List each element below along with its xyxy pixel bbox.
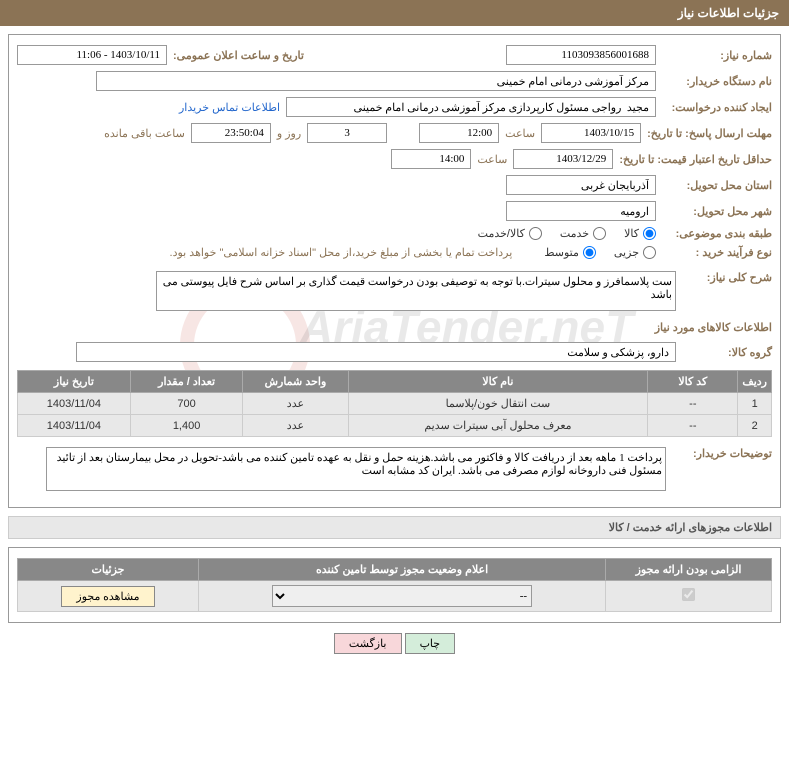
category-label: طبقه بندی موضوعی:: [662, 227, 772, 240]
time-label-2: ساعت: [477, 153, 507, 166]
buyer-notes-textarea[interactable]: [46, 447, 666, 491]
items-th: تاریخ نیاز: [18, 371, 131, 393]
group-input[interactable]: [76, 342, 676, 362]
city-input[interactable]: [506, 201, 656, 221]
remain-suffix-label: ساعت باقی مانده: [104, 127, 185, 140]
items-th: واحد شمارش: [243, 371, 348, 393]
table-cell: --: [648, 393, 738, 415]
need-number-label: شماره نیاز:: [662, 49, 772, 62]
license-th: جزئیات: [18, 559, 199, 581]
city-label: شهر محل تحویل:: [662, 205, 772, 218]
validity-label: حداقل تاریخ اعتبار قیمت: تا تاریخ:: [619, 153, 772, 166]
page-header: جزئیات اطلاعات نیاز: [0, 0, 789, 26]
pt-opt2-label: متوسط: [544, 246, 579, 259]
table-cell: --: [648, 415, 738, 437]
table-cell: معرف محلول آبی سیترات سدیم: [348, 415, 648, 437]
deadline-time-input[interactable]: [419, 123, 499, 143]
creator-label: ایجاد کننده درخواست:: [662, 101, 772, 114]
license-required-checkbox: [682, 588, 695, 601]
days-and-label: روز و: [277, 127, 301, 140]
view-license-button[interactable]: مشاهده مجوز: [61, 586, 154, 607]
deadline-date-input[interactable]: [541, 123, 641, 143]
purchase-type-label: نوع فرآیند خرید :: [662, 246, 772, 259]
license-section-title: اطلاعات مجوزهای ارائه خدمت / کالا: [8, 516, 781, 539]
announce-label: تاریخ و ساعت اعلان عمومی:: [173, 49, 304, 62]
license-status-select[interactable]: --: [272, 585, 532, 607]
license-status-cell: --: [198, 581, 605, 612]
items-table: ردیفکد کالانام کالاواحد شمارشتعداد / مقد…: [17, 370, 772, 437]
purchase-note: پرداخت تمام یا بخشی از مبلغ خرید،از محل …: [170, 246, 513, 259]
items-th: نام کالا: [348, 371, 648, 393]
items-th: تعداد / مقدار: [130, 371, 243, 393]
validity-date-input[interactable]: [513, 149, 613, 169]
license-panel: الزامی بودن ارائه مجوزاعلام وضعیت مجوز ت…: [8, 547, 781, 623]
purchase-radio-minor[interactable]: [643, 246, 656, 259]
announce-input[interactable]: [17, 45, 167, 65]
need-number-input[interactable]: [506, 45, 656, 65]
license-table: الزامی بودن ارائه مجوزاعلام وضعیت مجوز ت…: [17, 558, 772, 612]
buyer-input[interactable]: [96, 71, 656, 91]
time-remain-input[interactable]: [191, 123, 271, 143]
category-radio-goods[interactable]: [643, 227, 656, 240]
group-label: گروه کالا:: [682, 346, 772, 359]
table-cell: 1403/11/04: [18, 393, 131, 415]
main-details-panel: شماره نیاز: تاریخ و ساعت اعلان عمومی: نا…: [8, 34, 781, 508]
table-cell: 700: [130, 393, 243, 415]
deadline-label: مهلت ارسال پاسخ: تا تاریخ:: [647, 127, 772, 140]
desc-textarea[interactable]: [156, 271, 676, 311]
table-cell: عدد: [243, 415, 348, 437]
time-label-1: ساعت: [505, 127, 535, 140]
desc-label: شرح کلی نیاز:: [682, 271, 772, 284]
table-row: 2--معرف محلول آبی سیترات سدیمعدد1,400140…: [18, 415, 772, 437]
buyer-notes-label: توضیحات خریدار:: [672, 447, 772, 460]
license-th: اعلام وضعیت مجوز توسط تامین کننده: [198, 559, 605, 581]
buyer-label: نام دستگاه خریدار:: [662, 75, 772, 88]
items-th: ردیف: [738, 371, 772, 393]
province-label: استان محل تحویل:: [662, 179, 772, 192]
table-cell: 1403/11/04: [18, 415, 131, 437]
cat-opt2-label: خدمت: [560, 227, 589, 240]
purchase-radio-medium[interactable]: [583, 246, 596, 259]
license-details-cell: مشاهده مجوز: [18, 581, 199, 612]
cat-opt3-label: کالا/خدمت: [478, 227, 525, 240]
province-input[interactable]: [506, 175, 656, 195]
license-th: الزامی بودن ارائه مجوز: [606, 559, 772, 581]
validity-time-input[interactable]: [391, 149, 471, 169]
table-row: 1--ست انتقال خون/پلاسماعدد7001403/11/04: [18, 393, 772, 415]
items-th: کد کالا: [648, 371, 738, 393]
category-radio-service[interactable]: [593, 227, 606, 240]
category-radio-both[interactable]: [529, 227, 542, 240]
license-required-cell: [606, 581, 772, 612]
cat-opt1-label: کالا: [624, 227, 639, 240]
table-cell: ست انتقال خون/پلاسما: [348, 393, 648, 415]
back-button[interactable]: بازگشت: [334, 633, 402, 654]
table-cell: 2: [738, 415, 772, 437]
table-cell: عدد: [243, 393, 348, 415]
creator-input[interactable]: [286, 97, 656, 117]
table-cell: 1: [738, 393, 772, 415]
days-remain-input[interactable]: [307, 123, 387, 143]
table-cell: 1,400: [130, 415, 243, 437]
buyer-contact-link[interactable]: اطلاعات تماس خریدار: [179, 101, 280, 114]
items-section-title: اطلاعات کالاهای مورد نیاز: [17, 321, 772, 334]
pt-opt1-label: جزیی: [614, 246, 639, 259]
print-button[interactable]: چاپ: [405, 633, 456, 654]
